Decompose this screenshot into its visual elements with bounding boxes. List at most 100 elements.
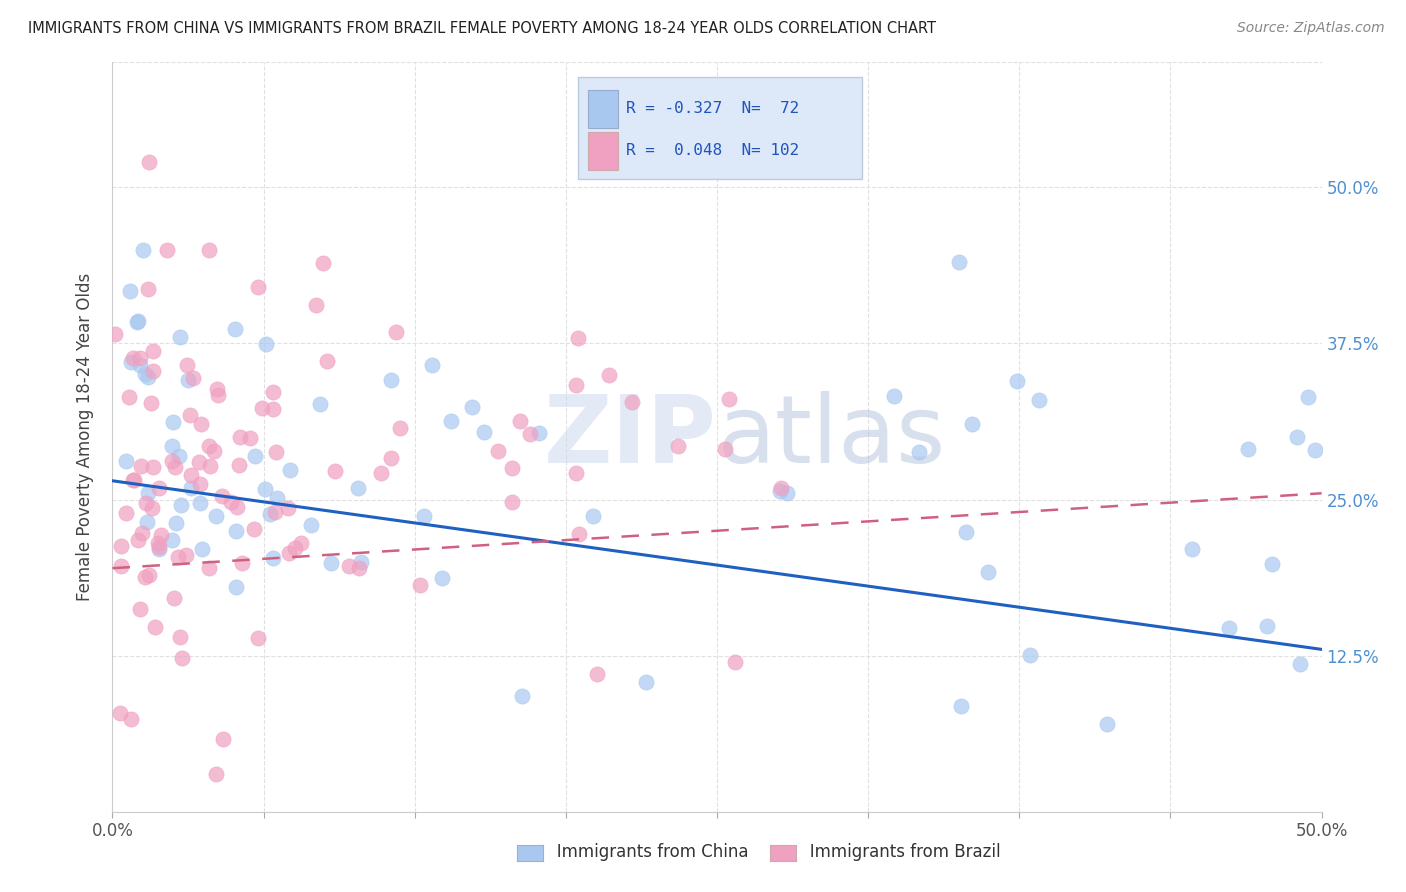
Point (598, 368, 620, 382)
Point (666, 439, 689, 453)
Point (252, 401, 274, 415)
Point (212, 732, 235, 747)
Point (207, 388, 229, 402)
Point (200, 459, 222, 474)
Text: Immigrants from China: Immigrants from China (520, 843, 749, 861)
Point (142, 344, 165, 359)
Point (370, 466, 392, 480)
Point (266, 491, 288, 506)
Point (134, 570, 156, 584)
Point (519, 427, 541, 442)
Point (163, 459, 186, 474)
Point (127, 314, 149, 328)
Point (148, 541, 170, 556)
Point (103, 326, 125, 341)
Point (190, 417, 212, 432)
Point (714, 442, 737, 457)
Point (180, 481, 202, 495)
Point (472, 425, 495, 439)
Point (636, 675, 658, 690)
Point (380, 451, 402, 466)
Point (226, 500, 249, 514)
Point (135, 496, 157, 510)
Point (278, 463, 301, 477)
Point (148, 535, 170, 549)
Point (308, 396, 330, 410)
FancyBboxPatch shape (588, 90, 617, 128)
Point (188, 477, 211, 491)
Text: Immigrants from Brazil: Immigrants from Brazil (773, 843, 1001, 861)
Point (148, 481, 170, 495)
Point (197, 439, 219, 453)
Point (229, 430, 252, 444)
Point (162, 439, 184, 453)
Point (198, 560, 221, 574)
Point (136, 282, 159, 296)
Point (165, 516, 187, 530)
Point (1261, 557, 1284, 571)
Point (501, 460, 523, 475)
Point (129, 351, 152, 365)
Point (141, 396, 163, 410)
Point (568, 527, 591, 541)
Point (316, 354, 339, 368)
Point (187, 455, 209, 469)
Point (1289, 657, 1312, 671)
Text: Source: ZipAtlas.com: Source: ZipAtlas.com (1237, 21, 1385, 36)
Point (1019, 648, 1042, 662)
Point (567, 331, 589, 345)
Point (225, 524, 247, 538)
Point (347, 561, 370, 575)
Point (205, 382, 228, 396)
Point (129, 601, 152, 615)
Point (243, 450, 266, 464)
Point (422, 359, 444, 373)
Point (1237, 442, 1260, 457)
Point (136, 370, 159, 384)
Point (174, 548, 197, 562)
Point (191, 542, 214, 557)
Point (134, 367, 156, 381)
Point (262, 402, 284, 417)
Point (962, 417, 984, 431)
Point (162, 453, 184, 467)
Point (262, 550, 284, 565)
Point (1286, 430, 1309, 444)
Point (121, 473, 143, 487)
Point (321, 556, 343, 570)
Point (949, 699, 972, 714)
Point (304, 297, 326, 311)
Point (224, 322, 246, 336)
Point (120, 355, 142, 369)
Point (141, 500, 163, 515)
Point (277, 500, 299, 515)
Point (120, 712, 142, 726)
Point (883, 388, 905, 402)
Point (284, 541, 307, 556)
Point (527, 425, 550, 440)
Point (181, 371, 204, 385)
Point (167, 549, 190, 564)
Point (723, 656, 745, 670)
Point (955, 525, 977, 540)
Point (582, 508, 605, 523)
Point (179, 408, 201, 422)
FancyBboxPatch shape (588, 132, 617, 169)
Point (149, 528, 172, 542)
Point (1303, 442, 1326, 457)
Point (565, 467, 588, 481)
Point (1005, 374, 1028, 388)
Point (312, 256, 335, 270)
Text: ZIP: ZIP (544, 391, 717, 483)
Point (176, 358, 198, 372)
Point (259, 508, 281, 522)
Point (117, 390, 139, 404)
Point (512, 689, 534, 703)
Point (205, 767, 228, 781)
Point (501, 495, 523, 509)
Point (211, 489, 233, 503)
Point (125, 315, 148, 329)
Point (156, 244, 179, 258)
Point (299, 518, 322, 533)
Point (131, 526, 153, 541)
